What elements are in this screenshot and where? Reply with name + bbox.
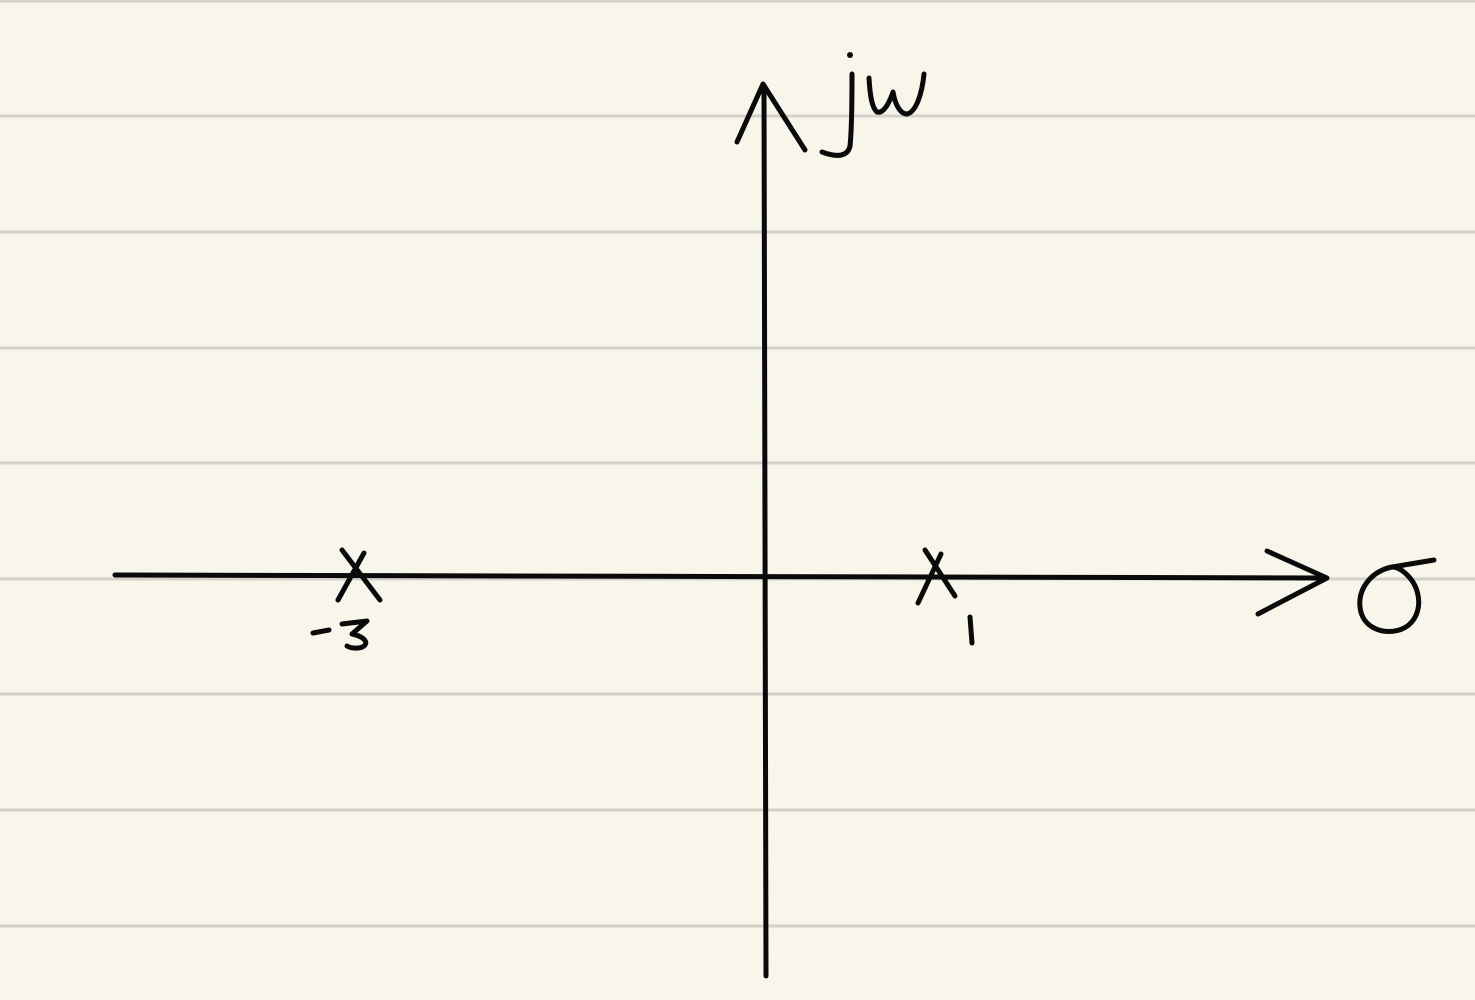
jw-glyph-w [866,71,927,117]
pole-label-1 [967,614,975,646]
pole-plus-1 [915,547,975,646]
sigma-glyph [1357,557,1437,634]
pole-label-minus-3 [310,618,370,651]
pole-marker-x [335,547,383,603]
real-axis-arrowhead [1255,548,1330,617]
pole-minus-3 [310,547,383,651]
imaginary-axis [734,52,927,979]
real-axis-line [112,572,1328,581]
jw-glyph-j-dot [847,52,853,58]
real-axis [112,548,1437,634]
pole-marker-x [915,547,958,606]
jw-glyph-j [819,71,855,158]
imaginary-axis-arrowhead [734,81,808,153]
imaginary-axis-line [761,83,769,979]
